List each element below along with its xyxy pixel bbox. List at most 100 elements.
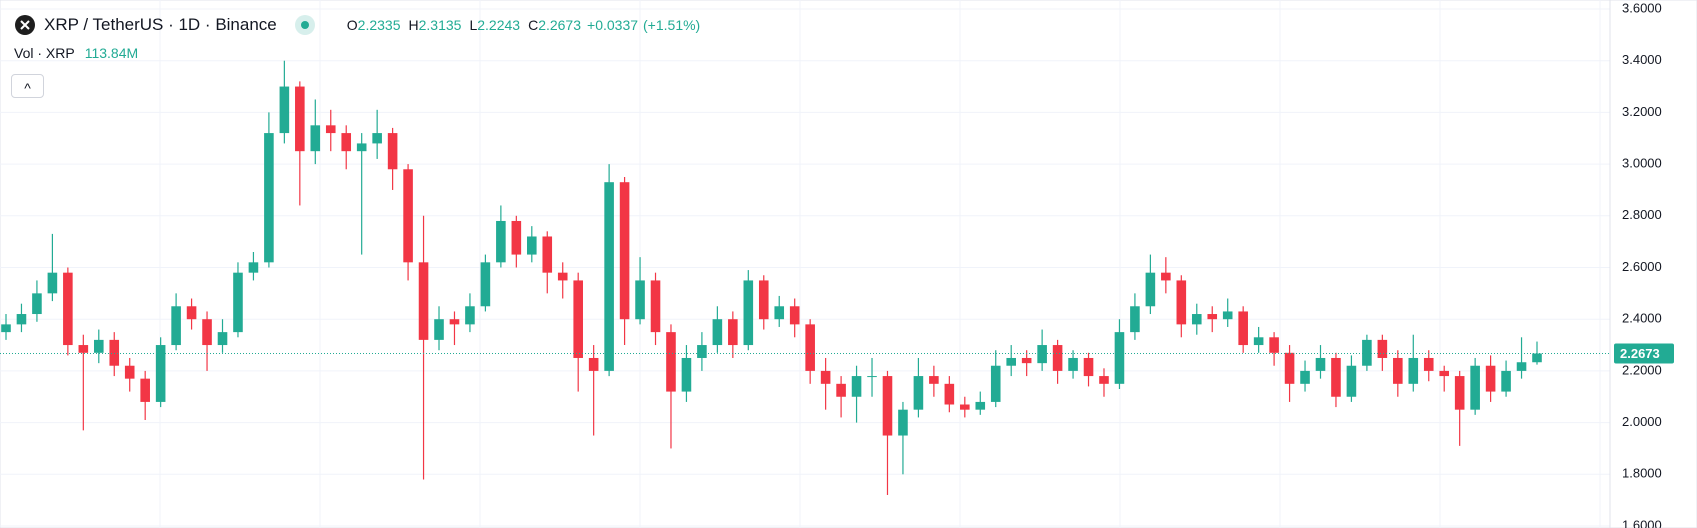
y-tick-label: 2.8000 — [1622, 207, 1662, 222]
candle-body — [217, 332, 228, 346]
candle-body — [63, 272, 73, 346]
candle-body — [1423, 357, 1434, 371]
candle-body — [1006, 357, 1016, 366]
candle-body — [1454, 376, 1465, 410]
candle-body — [650, 280, 661, 333]
candle-body — [124, 365, 135, 379]
symbol-title: XRP / TetherUS · 1D · Binance — [44, 15, 277, 34]
candle-body — [1331, 357, 1341, 397]
y-tick-label: 1.8000 — [1622, 466, 1662, 481]
candle-body — [1346, 365, 1357, 397]
candle-body — [418, 262, 429, 340]
candle-body — [32, 293, 42, 315]
y-tick-label: 1.6000 — [1622, 517, 1662, 528]
candle-body — [542, 236, 553, 273]
candle-body — [1114, 332, 1125, 384]
candle-body — [867, 376, 877, 378]
candle-body — [1300, 370, 1310, 384]
candle-body — [465, 306, 475, 325]
candle-body — [1284, 352, 1295, 384]
candle-body — [1161, 272, 1171, 281]
candle-body — [93, 339, 104, 353]
candle-body — [789, 306, 800, 325]
candle-body — [1408, 357, 1419, 384]
candle-body — [1393, 357, 1403, 384]
open-key: O — [346, 17, 358, 33]
candle-body — [666, 332, 676, 392]
candle-body — [449, 319, 460, 325]
collapse-button[interactable]: ^ — [11, 74, 44, 98]
market-status[interactable] — [294, 15, 315, 35]
candle-body — [573, 280, 583, 358]
close-value: 2.2673 — [538, 17, 582, 33]
candle-body — [1470, 365, 1480, 410]
y-tick-label: 2.2000 — [1622, 362, 1662, 377]
low-value: 2.2243 — [477, 17, 521, 33]
candle-body — [1021, 357, 1032, 364]
candle-body — [480, 262, 491, 307]
candle-body — [728, 319, 738, 346]
candle-body — [155, 345, 166, 402]
change-percent: (+1.51%) — [643, 17, 701, 33]
candle-body — [851, 376, 862, 397]
high-key: H — [408, 17, 419, 33]
high-value: 2.3135 — [418, 17, 462, 33]
candle-body — [1145, 272, 1156, 307]
candle-body — [1037, 345, 1047, 364]
candle-body — [202, 319, 212, 346]
candle-body — [944, 383, 955, 405]
candle-body — [264, 133, 274, 263]
y-tick-label: 2.4000 — [1622, 311, 1662, 326]
volume-value: 113.84M — [84, 45, 139, 61]
candle-body — [1083, 357, 1094, 377]
candle-body — [325, 125, 336, 134]
candle-body — [496, 220, 506, 263]
candle-body — [1516, 362, 1527, 371]
candle-body — [712, 319, 723, 346]
candle-body — [310, 125, 321, 152]
candle-body — [47, 272, 58, 294]
candle-body — [1052, 345, 1063, 371]
candle-body — [697, 345, 707, 358]
candle-body — [140, 378, 150, 402]
candle-body — [913, 376, 924, 410]
candle-body — [109, 339, 120, 366]
candle-body — [1485, 365, 1496, 392]
candle-body — [774, 306, 785, 320]
candle-body — [635, 280, 645, 320]
candle-body — [527, 236, 537, 255]
candle-body — [836, 383, 846, 397]
close-key: C — [528, 17, 539, 33]
candle-body — [619, 182, 630, 320]
candle-body — [372, 133, 382, 144]
candle-body — [588, 357, 599, 371]
candle-body — [341, 133, 352, 152]
candle-body — [1238, 311, 1248, 346]
open-value: 2.2335 — [357, 17, 401, 33]
candle-body — [681, 357, 692, 392]
candle-body — [295, 86, 305, 152]
candle-body — [16, 314, 27, 325]
candle-body — [743, 280, 754, 346]
candle-body — [171, 306, 181, 346]
y-tick-label: 3.6000 — [1622, 0, 1662, 15]
candle-body — [233, 272, 243, 333]
candle-body — [1439, 370, 1450, 377]
candle-body — [1207, 314, 1218, 320]
candle-body — [1068, 357, 1078, 371]
candle-body — [1269, 337, 1279, 353]
candle-body — [1253, 337, 1264, 346]
candle-body — [1176, 280, 1187, 325]
symbol-icon — [15, 15, 35, 35]
candle-body — [434, 319, 444, 340]
candle-body — [1191, 314, 1202, 325]
candle-body — [758, 280, 769, 320]
candle-body — [1501, 370, 1511, 392]
candle-body — [805, 324, 815, 371]
candle-body — [960, 404, 970, 410]
y-tick-label: 3.4000 — [1622, 52, 1662, 67]
candle-body — [882, 376, 893, 436]
candle-body — [186, 306, 197, 320]
